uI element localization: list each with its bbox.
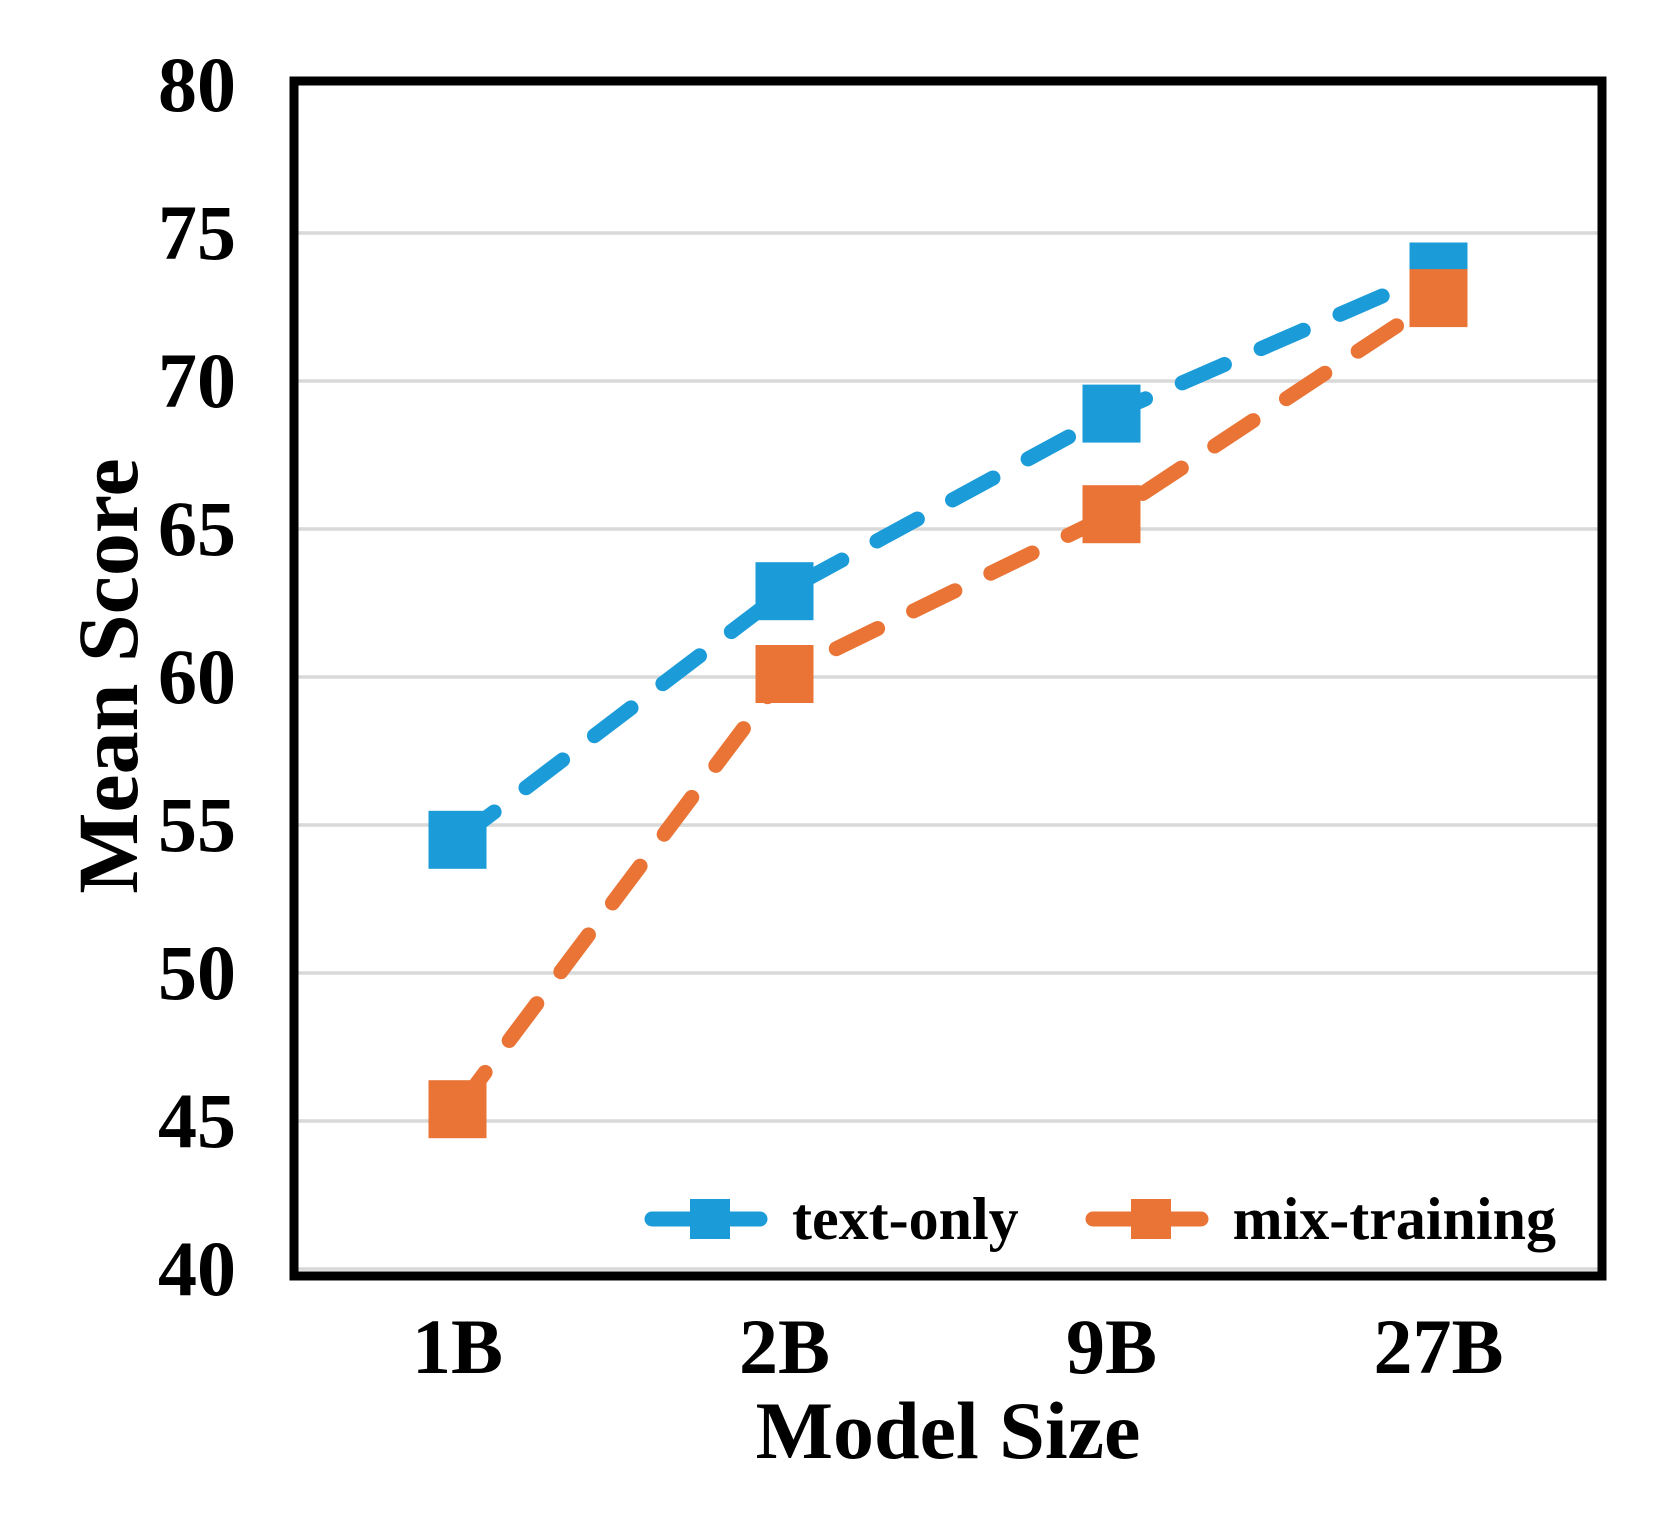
y-tick-label: 65 bbox=[158, 485, 236, 572]
x-axis-title: Model Size bbox=[755, 1385, 1141, 1476]
series-marker-mix-training bbox=[428, 1080, 487, 1139]
plot-border bbox=[289, 76, 1607, 1281]
series-line-mix-training bbox=[450, 290, 1446, 1117]
x-tick-label: 2B bbox=[738, 1303, 831, 1390]
y-tick-label: 40 bbox=[158, 1225, 236, 1312]
series-line-text-only bbox=[450, 264, 1446, 848]
y-tick-label: 60 bbox=[158, 633, 236, 720]
y-tick-label: 45 bbox=[158, 1077, 236, 1164]
y-tick-label: 70 bbox=[158, 337, 236, 424]
series-marker-mix-training bbox=[1409, 269, 1468, 328]
series-marker-mix-training bbox=[1082, 485, 1141, 544]
y-tick-label: 55 bbox=[158, 781, 236, 868]
legend-label: mix-training bbox=[1232, 1186, 1556, 1252]
legend-label: text-only bbox=[792, 1186, 1019, 1252]
x-tick-label: 9B bbox=[1065, 1303, 1158, 1390]
legend-item-mix-training: mix-training bbox=[1085, 1186, 1556, 1252]
y-tick-label: 50 bbox=[158, 929, 236, 1016]
series-marker-text-only bbox=[1082, 384, 1141, 443]
legend: text-only mix-training bbox=[644, 1186, 1556, 1252]
series-marker-text-only bbox=[755, 562, 814, 621]
x-tick-label: 1B bbox=[411, 1303, 504, 1390]
legend-item-text-only: text-only bbox=[644, 1186, 1019, 1252]
series-marker-mix-training bbox=[755, 645, 814, 703]
series-marker-text-only bbox=[428, 810, 487, 869]
y-tick-label: 80 bbox=[158, 41, 236, 128]
legend-sample-icon bbox=[1085, 1199, 1217, 1239]
x-tick-label: 27B bbox=[1373, 1303, 1504, 1390]
legend-sample-icon bbox=[644, 1199, 776, 1239]
y-tick-label: 75 bbox=[158, 189, 236, 276]
